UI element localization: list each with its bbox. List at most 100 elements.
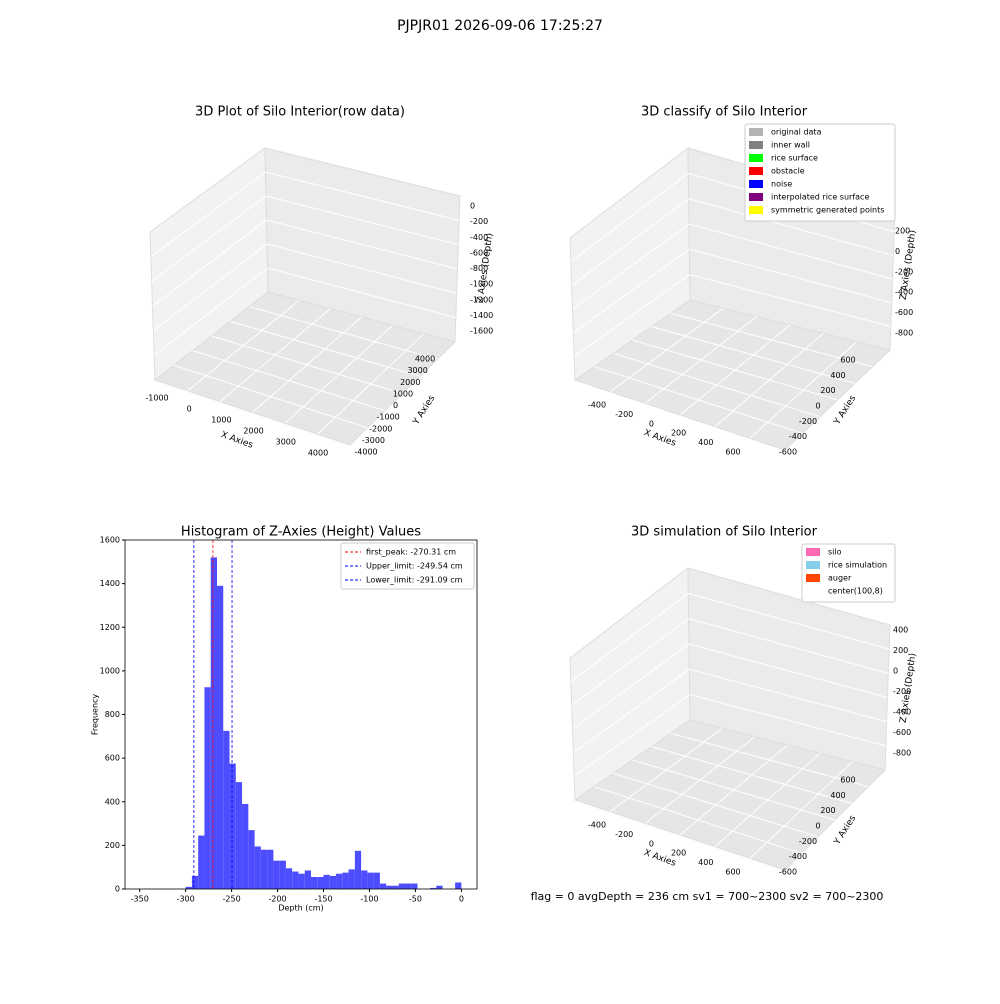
x-tick-label: 0 <box>649 419 654 428</box>
legend-label: symmetric generated points <box>771 206 884 215</box>
pane-grid <box>688 223 893 280</box>
y-tick-label: 200 <box>820 806 835 815</box>
bar <box>254 846 261 889</box>
bar <box>354 850 362 889</box>
y-tick-label: 800 <box>105 710 120 719</box>
pane-grid <box>689 248 892 304</box>
bar <box>392 885 399 889</box>
bar <box>348 869 355 889</box>
bar <box>292 871 299 889</box>
y-tick-label: -1000 <box>377 413 400 422</box>
pane-grid <box>152 219 267 307</box>
y-tick-label: 600 <box>840 356 855 365</box>
y-tick-label: 1200 <box>100 623 120 632</box>
legend-swatch <box>749 154 763 162</box>
legend-label: rice simulation <box>828 561 887 570</box>
pane-grid <box>689 274 891 327</box>
bar <box>260 849 268 889</box>
pane-grid <box>689 694 886 747</box>
pane-grid <box>573 668 690 754</box>
pane-grid <box>150 171 266 258</box>
pane-grid <box>571 618 689 706</box>
y-tick-label: 0 <box>815 402 820 411</box>
bar <box>210 557 217 889</box>
x-tick-label: -350 <box>131 895 149 904</box>
y-tick-label: -600 <box>779 868 797 877</box>
legend-label: interpolated rice surface <box>771 193 869 202</box>
x-tick-label: -150 <box>314 895 332 904</box>
bar <box>373 872 380 889</box>
bar <box>279 860 286 889</box>
z-tick-label: -600 <box>895 308 913 317</box>
z-tick-label: -600 <box>470 248 488 257</box>
y-tick-label: 3000 <box>407 366 427 375</box>
z-tick-label: -400 <box>893 708 911 717</box>
bar <box>386 885 393 889</box>
z-tick-label: -400 <box>895 288 913 297</box>
bar <box>430 887 437 889</box>
bar <box>216 585 224 889</box>
legend-swatch <box>749 180 763 188</box>
pane-grid <box>153 267 268 356</box>
axes-title: Histogram of Z-Axies (Height) Values <box>181 525 421 540</box>
bar <box>273 860 280 889</box>
y-tick-label: 4000 <box>415 355 435 364</box>
bar <box>267 849 274 889</box>
bar <box>342 872 349 889</box>
y-tick-label: 2000 <box>400 378 420 387</box>
legend-swatch <box>806 548 820 556</box>
z-tick-label: -200 <box>893 687 911 696</box>
y-tick-label: -3000 <box>362 436 385 445</box>
x-tick-label: -50 <box>409 895 422 904</box>
bar <box>404 883 412 889</box>
bar <box>310 877 318 889</box>
legend-swatch <box>749 128 763 136</box>
bar <box>455 882 462 889</box>
suptitle: PJPJR01 2026-09-06 17:25:27 <box>397 18 603 34</box>
bar <box>317 877 324 889</box>
pane-grid <box>265 171 460 221</box>
pane-grid <box>573 694 690 777</box>
x-tick-label: 0 <box>187 405 192 414</box>
bar <box>285 868 293 889</box>
pane-grid <box>572 223 690 310</box>
legend-swatch <box>749 141 763 149</box>
legend-label: first_peak: -270.31 cm <box>366 548 456 557</box>
y-tick-label: 400 <box>830 371 845 380</box>
bar <box>204 687 211 889</box>
legend-swatch <box>806 587 820 595</box>
axes-title: 3D simulation of Silo Interior <box>631 525 818 540</box>
x-tick-label: -1000 <box>145 394 168 403</box>
legend-swatch <box>806 561 820 569</box>
axes-3d <box>569 566 891 871</box>
x-tick-label: 400 <box>698 438 713 447</box>
annotation: flag = 0 avgDepth = 236 cm sv1 = 700~230… <box>531 890 884 903</box>
bar <box>436 885 443 889</box>
x-tick-label: 0 <box>649 839 654 848</box>
bar <box>223 730 230 889</box>
x-tick-label: -200 <box>615 410 633 419</box>
z-tick-label: -1200 <box>470 295 493 304</box>
pane-grid <box>688 618 889 674</box>
z-tick-label: -200 <box>895 267 913 276</box>
z-tick-label: -1400 <box>470 311 493 320</box>
bar <box>298 873 305 889</box>
pane-grid <box>249 306 438 360</box>
legend-label: Upper_limit: -249.54 cm <box>366 562 463 571</box>
bar <box>198 835 205 889</box>
z-tick-label: 0 <box>895 247 900 256</box>
bar <box>336 873 343 889</box>
bar <box>411 883 418 889</box>
z-tick-label: 0 <box>470 202 475 211</box>
y-tick-label: -200 <box>799 417 817 426</box>
z-tick-label: -1000 <box>470 280 493 289</box>
z-tick-label: 0 <box>893 667 898 676</box>
legend-label: silo <box>828 548 842 557</box>
x-tick-label: -400 <box>588 821 606 830</box>
x-tick-label: 2000 <box>243 427 263 436</box>
x-tick-label: 200 <box>671 429 686 438</box>
x-tick-label: -300 <box>177 895 195 904</box>
legend-box <box>801 543 896 603</box>
bar <box>185 886 192 889</box>
x-tick-label: 400 <box>698 858 713 867</box>
